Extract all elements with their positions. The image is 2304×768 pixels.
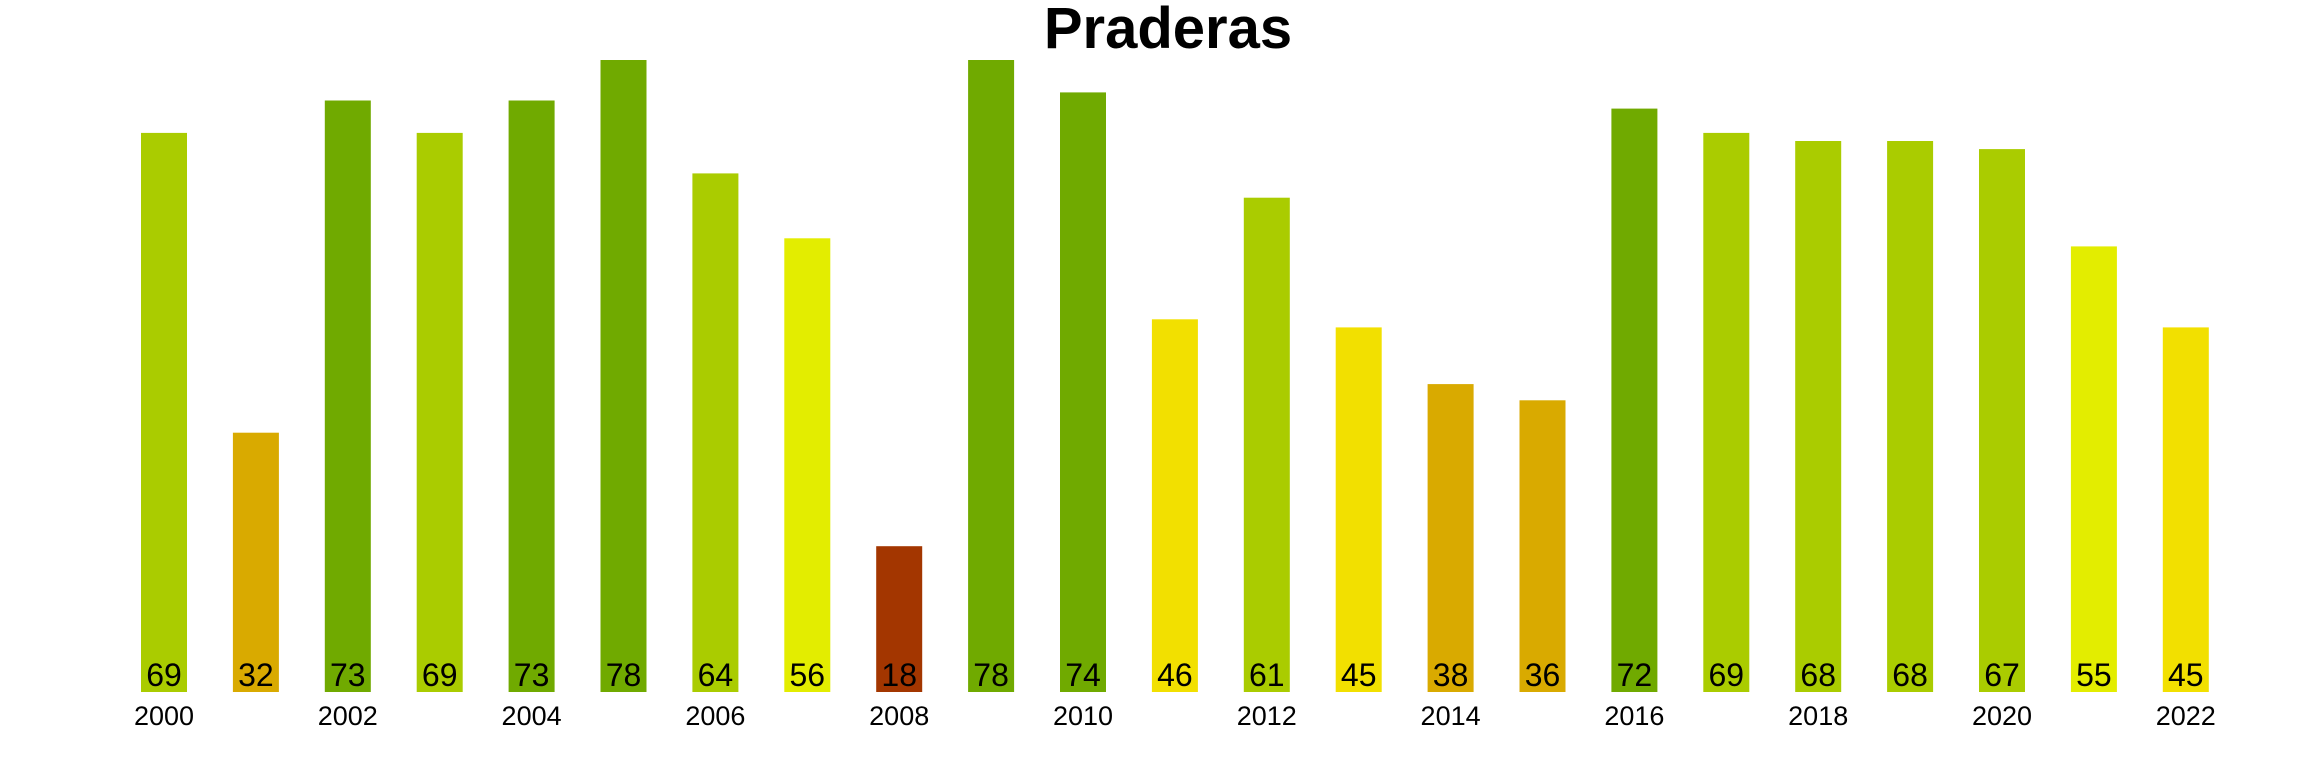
- bar-value-label-2009: 78: [973, 657, 1009, 693]
- bar-value-label-2017: 69: [1709, 657, 1745, 693]
- bar-value-label-2003: 69: [422, 657, 458, 693]
- bar-value-label-2012: 61: [1249, 657, 1285, 693]
- x-tick-label-2008: 2008: [869, 701, 929, 731]
- bar-value-label-2001: 32: [238, 657, 274, 693]
- bar-value-label-2000: 69: [146, 657, 182, 693]
- bar-value-label-2005: 78: [606, 657, 642, 693]
- bar-2021: [2070, 246, 2117, 692]
- x-tick-label-2002: 2002: [318, 701, 378, 731]
- bar-value-label-2019: 68: [1892, 657, 1928, 693]
- x-tick-label-2012: 2012: [1237, 701, 1297, 731]
- bar-2013: [1335, 327, 1382, 692]
- bar-2010: [1060, 92, 1106, 692]
- bar-2003: [416, 132, 463, 692]
- bar-2022: [2162, 327, 2209, 692]
- bar-2004: [508, 100, 555, 692]
- bar-2014: [1427, 384, 1474, 692]
- bar-value-labels: 69 32 73 69 73 78 64 56 18 78 74 46 61 45 38 36 72 69 68 68…: [146, 657, 2203, 693]
- bar-value-label-2007: 56: [790, 657, 826, 693]
- bar-value-label-2004: 73: [514, 657, 550, 693]
- x-tick-label-2020: 2020: [1972, 701, 2032, 731]
- bar-value-label-2022: 45: [2168, 657, 2204, 693]
- x-tick-label-2022: 2022: [2156, 701, 2216, 731]
- bar-value-label-2020: 67: [1984, 657, 2020, 693]
- bar-2016: [1611, 108, 1658, 693]
- x-tick-label-2014: 2014: [1421, 701, 1481, 731]
- bar-value-label-2016: 72: [1617, 657, 1653, 693]
- x-tick-label-2000: 2000: [134, 701, 194, 731]
- bar-value-label-2006: 64: [698, 657, 734, 693]
- bar-2005: [600, 60, 647, 692]
- bar-2009: [968, 60, 1015, 692]
- bar-value-label-2011: 46: [1157, 657, 1193, 693]
- x-tick-label-2004: 2004: [502, 701, 562, 731]
- bar-value-label-2008: 18: [881, 657, 917, 693]
- x-axis-tick-labels: 2000 2002 2004 2006 2008 2010 2012 2014 2016 2018…: [134, 701, 2216, 731]
- bar-2012: [1243, 197, 1290, 692]
- bar-2011: [1151, 319, 1198, 692]
- bars-group: [141, 60, 2209, 693]
- bar-value-label-2021: 55: [2076, 657, 2112, 693]
- x-tick-label-2006: 2006: [685, 701, 745, 731]
- bar-2000: [141, 132, 187, 692]
- bar-value-label-2010: 74: [1065, 657, 1101, 693]
- bar-value-label-2013: 45: [1341, 657, 1377, 693]
- bar-value-label-2015: 36: [1525, 657, 1561, 693]
- bar-value-label-2018: 68: [1800, 657, 1836, 693]
- bar-value-label-2014: 38: [1433, 657, 1469, 693]
- bar-2008: [876, 546, 923, 692]
- bar-2001: [232, 432, 279, 692]
- bar-2018: [1795, 141, 1842, 692]
- x-tick-label-2010: 2010: [1053, 701, 1113, 731]
- x-tick-label-2018: 2018: [1788, 701, 1848, 731]
- x-tick-label-2016: 2016: [1604, 701, 1664, 731]
- bar-2020: [1979, 149, 2025, 693]
- bar-2007: [784, 238, 831, 693]
- bar-2002: [324, 100, 371, 692]
- bar-2019: [1887, 141, 1934, 692]
- bar-2015: [1519, 400, 1566, 692]
- bar-2017: [1703, 132, 1750, 692]
- bar-value-label-2002: 73: [330, 657, 366, 693]
- chart-title: Praderas: [1044, 0, 1292, 61]
- bar-2006: [692, 173, 739, 692]
